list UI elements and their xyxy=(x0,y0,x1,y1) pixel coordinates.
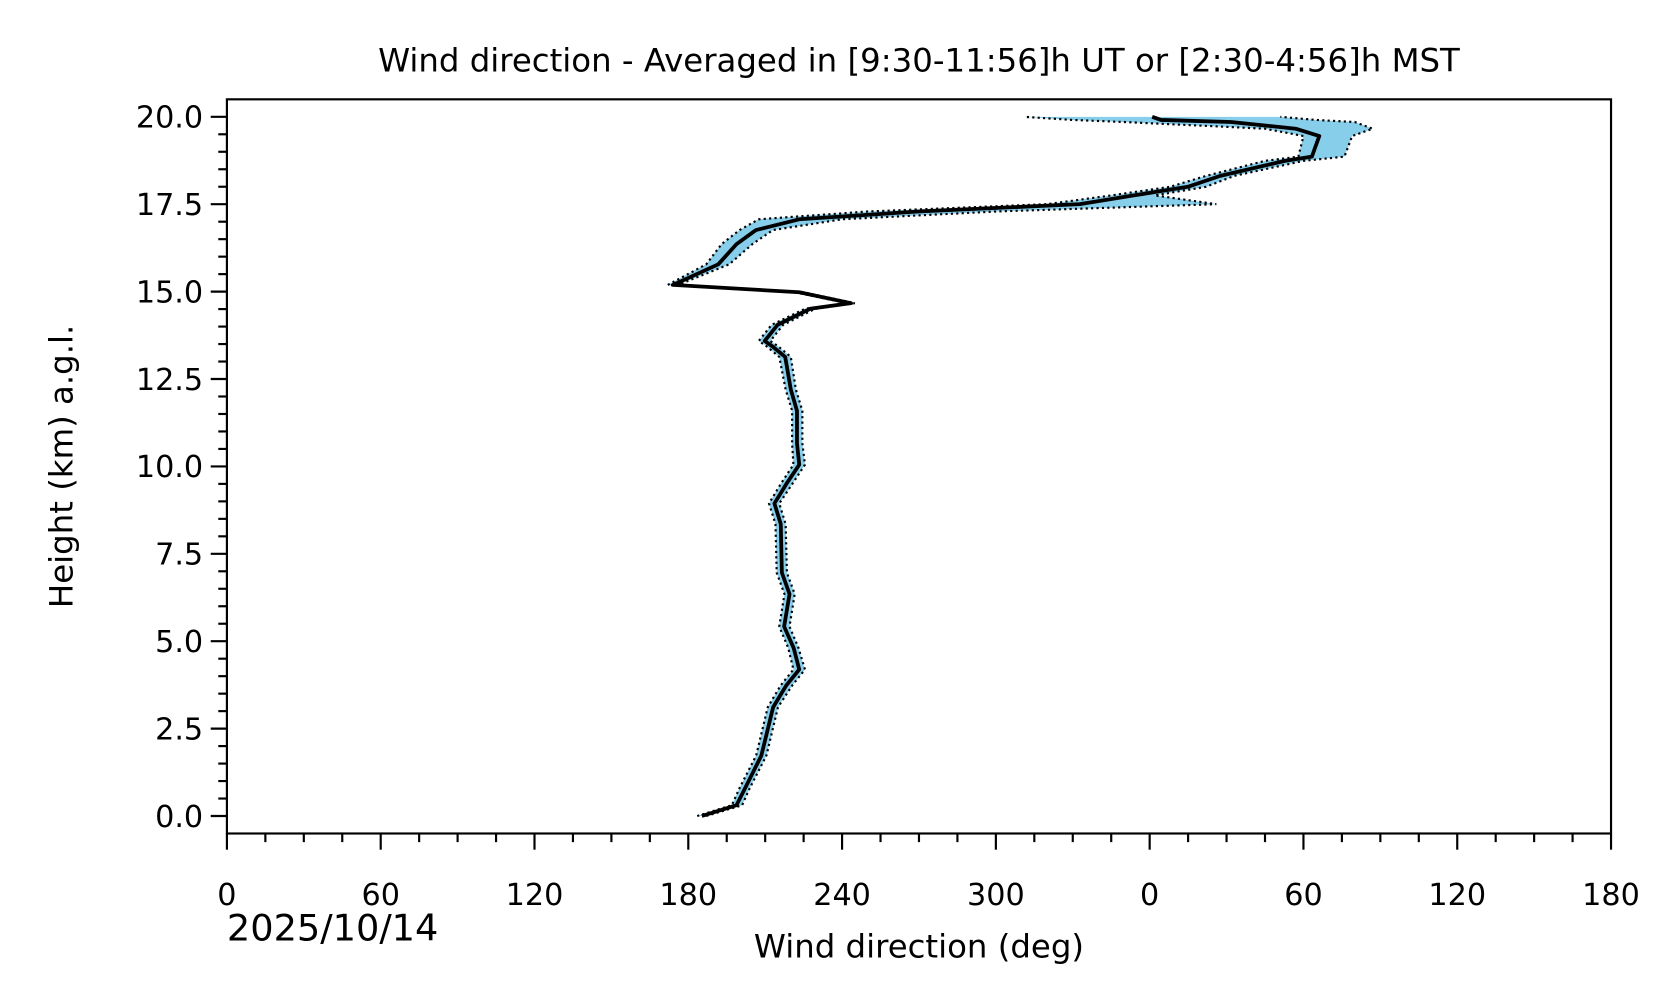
x-tick-label: 0 xyxy=(217,878,236,913)
y-tick-label: 5.0 xyxy=(155,625,203,660)
mean-wind-direction-line xyxy=(671,115,1322,818)
x-tick-label: 60 xyxy=(361,878,399,913)
y-tick-label: 12.5 xyxy=(136,363,203,398)
y-axis-label: Height (km) a.g.l. xyxy=(43,325,81,608)
y-tick-label: 2.5 xyxy=(155,712,203,747)
y-tick-label: 7.5 xyxy=(155,538,203,573)
x-tick-label: 180 xyxy=(659,878,717,913)
lower-bound-line xyxy=(663,115,1305,818)
x-axis: 0 60 120 180 240 300 0 60 120 180 xyxy=(217,833,1640,913)
y-tick-label: 20.0 xyxy=(136,101,203,136)
x-tick-label: 300 xyxy=(967,878,1025,913)
x-tick-label: 60 xyxy=(1284,878,1322,913)
upper-bound-line xyxy=(677,115,1376,818)
y-axis: 0.0 2.5 5.0 7.5 10.0 12.5 15.0 17.5 20.0 xyxy=(136,101,227,835)
x-axis-label: Wind direction (deg) xyxy=(754,928,1084,966)
x-tick-label: 120 xyxy=(506,878,564,913)
plot-area xyxy=(663,115,1376,818)
y-tick-label: 15.0 xyxy=(136,275,203,310)
x-tick-label: 120 xyxy=(1428,878,1486,913)
date-label: 2025/10/14 xyxy=(227,906,438,949)
x-tick-label: 240 xyxy=(813,878,871,913)
y-tick-label: 0.0 xyxy=(155,800,203,835)
chart-title: Wind direction - Averaged in [9:30-11:56… xyxy=(378,41,1460,79)
y-tick-label: 17.5 xyxy=(136,188,203,223)
x-tick-label: 0 xyxy=(1140,878,1159,913)
x-tick-label: 180 xyxy=(1582,878,1640,913)
y-tick-label: 10.0 xyxy=(136,450,203,485)
